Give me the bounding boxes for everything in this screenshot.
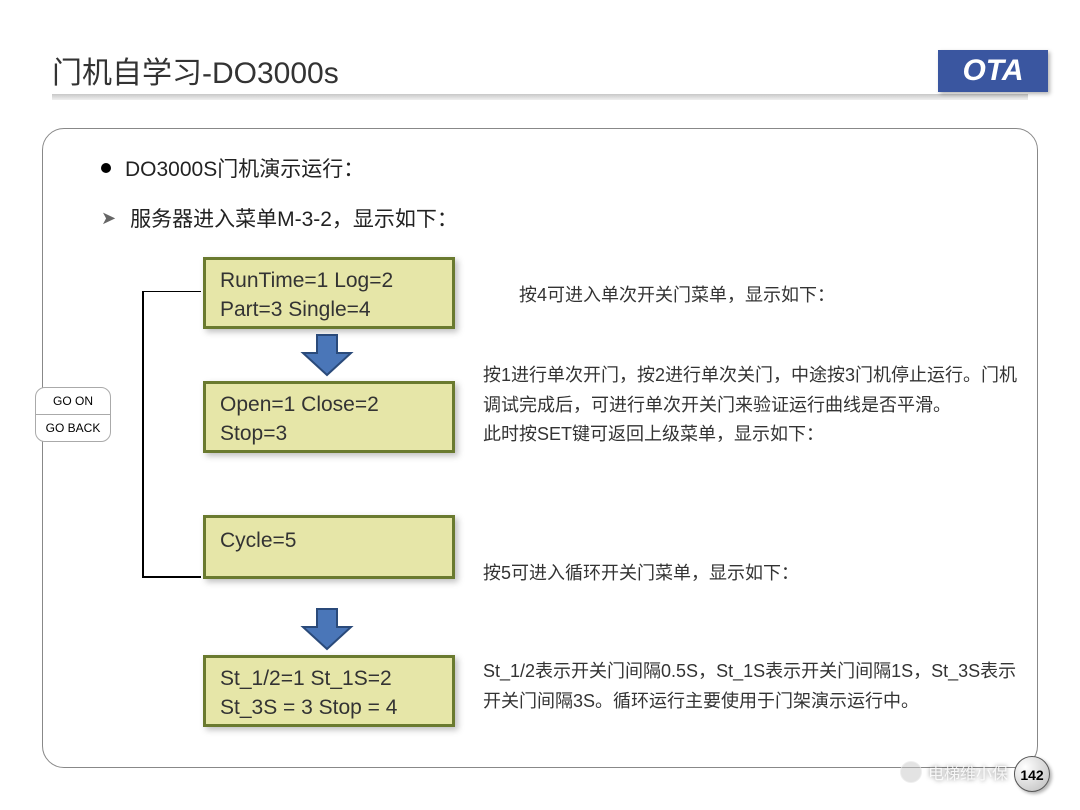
heading-text: DO3000S门机演示运行： [125,153,364,183]
subheading-text: 服务器进入菜单M-3-2，显示如下： [130,203,458,233]
go-back-label: GO BACK [36,415,110,441]
bullet-icon [101,163,111,173]
content-frame: DO3000S门机演示运行： ➤ 服务器进入菜单M-3-2，显示如下： GO O… [42,128,1038,768]
title-underline [52,94,1028,100]
go-on-label: GO ON [36,388,110,415]
box4-line1: St_1/2=1 St_1S=2 [220,664,438,693]
watermark-text: 电梯维小保 [928,760,1008,784]
page-number: 142 [1014,756,1050,792]
box1-line1: RunTime=1 Log=2 [220,266,438,295]
desc-2: 按1进行单次开门，按2进行单次关门，中途按3门机停止运行。门机调试完成后，可进行… [483,361,1029,450]
desc-1: 按4可进入单次开关门菜单，显示如下： [519,281,835,311]
wechat-icon [900,761,922,783]
watermark: 电梯维小保 [900,760,1008,784]
arrow-down-icon [299,607,355,651]
box3-line1: Cycle=5 [220,526,438,555]
chevron-icon: ➤ [101,208,116,229]
heading-row: DO3000S门机演示运行： [101,153,364,183]
box1-line2: Part=3 Single=4 [220,295,438,324]
logo-badge: OTA [938,50,1048,92]
box2-line1: Open=1 Close=2 [220,390,438,419]
arrow-down-icon [299,333,355,377]
connector-line [133,291,203,579]
box2-line2: Stop=3 [220,419,438,448]
slide-title: 门机自学习-DO3000s [52,48,339,92]
side-control: GO ON GO BACK [35,387,111,442]
box4-line2: St_3S = 3 Stop = 4 [220,693,438,722]
desc-4: St_1/2表示开关门间隔0.5S，St_1S表示开关门间隔1S，St_3S表示… [483,657,1029,716]
subheading-row: ➤ 服务器进入菜单M-3-2，显示如下： [101,203,458,233]
menu-box-4: St_1/2=1 St_1S=2 St_3S = 3 Stop = 4 [203,655,455,727]
desc-3: 按5可进入循环开关门菜单，显示如下： [483,559,799,589]
menu-box-1: RunTime=1 Log=2 Part=3 Single=4 [203,257,455,329]
menu-box-3: Cycle=5 [203,515,455,579]
menu-box-2: Open=1 Close=2 Stop=3 [203,381,455,453]
